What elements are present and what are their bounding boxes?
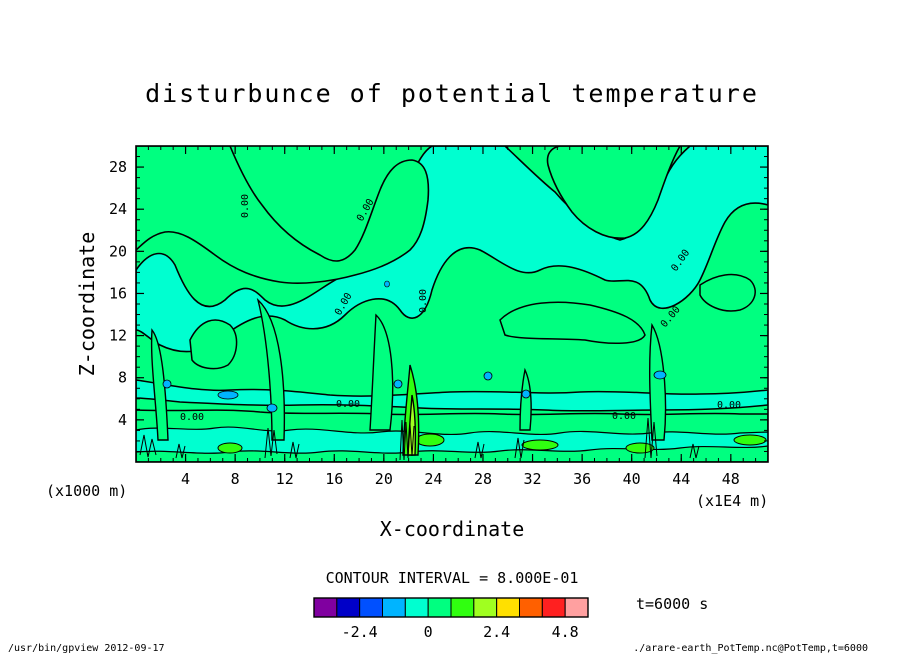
contour-region-top-right bbox=[546, 146, 681, 239]
plot-area: 0.00 0.00 0.00 0.00 0.00 0.00 0.00 0.00 … bbox=[136, 146, 768, 462]
plume bbox=[649, 322, 667, 441]
y-axis-label: Z-coordinate bbox=[75, 232, 99, 377]
footer-right: ./arare-earth_PotTemp.nc@PotTemp,t=6000 bbox=[633, 643, 868, 654]
contour-label: 0.00 bbox=[612, 411, 636, 422]
contour-blob bbox=[415, 433, 445, 447]
x-tick-label: 40 bbox=[623, 470, 641, 488]
x-tick-label: 12 bbox=[276, 470, 294, 488]
y-tick-label: 12 bbox=[109, 327, 127, 345]
y-tick-label: 20 bbox=[109, 242, 127, 260]
chart-title: disturbunce of potential temperature bbox=[145, 79, 759, 108]
colorbar-swatch bbox=[450, 597, 475, 618]
x-tick-label: 20 bbox=[375, 470, 393, 488]
colorbar-swatch bbox=[404, 597, 429, 618]
contour-blob-blue bbox=[162, 379, 172, 389]
contour-label: 0.00 bbox=[240, 194, 251, 218]
colorbar-swatch bbox=[473, 597, 498, 618]
y-axis-ticks: 4 8 12 16 20 24 28 bbox=[109, 156, 768, 452]
contour-blob-blue bbox=[217, 390, 239, 400]
y-tick-label: 28 bbox=[109, 158, 127, 176]
plume bbox=[369, 313, 394, 431]
colorbar-frame bbox=[313, 597, 589, 618]
contour-blob bbox=[733, 434, 767, 446]
plume bbox=[150, 328, 169, 441]
y-tick-label: 16 bbox=[109, 284, 127, 302]
contour-region-mid-green bbox=[189, 319, 238, 370]
contour-region-mid-green-2 bbox=[499, 301, 646, 345]
colorbar-swatch bbox=[336, 597, 361, 618]
colorbar-tick-label: -2.4 bbox=[342, 623, 378, 641]
colorbar-swatch bbox=[359, 597, 383, 618]
contour-region-top-left bbox=[136, 146, 430, 284]
contour-label: 0.00 bbox=[418, 289, 429, 313]
plume bbox=[256, 297, 286, 441]
colorbar-swatch bbox=[496, 597, 520, 618]
x-tick-label: 28 bbox=[474, 470, 492, 488]
contour-interval-label: CONTOUR INTERVAL = 8.000E-01 bbox=[326, 569, 579, 587]
contour-blob bbox=[217, 442, 243, 454]
colorbar-swatch bbox=[427, 597, 452, 618]
colorbar-tick-label: 0 bbox=[424, 623, 433, 641]
colorbar-tick-label: 4.8 bbox=[552, 623, 579, 641]
x-tick-label: 4 bbox=[181, 470, 190, 488]
contour-blob bbox=[521, 439, 559, 451]
x-tick-label: 36 bbox=[573, 470, 591, 488]
footer-left: /usr/bin/gpview 2012-09-17 bbox=[8, 643, 165, 654]
x-tick-label: 24 bbox=[424, 470, 442, 488]
x-unit-left: (x1000 m) bbox=[46, 482, 127, 500]
colorbar-swatch bbox=[541, 597, 566, 618]
colorbar bbox=[313, 597, 589, 618]
contour-label: 0.00 bbox=[336, 399, 360, 410]
time-label: t=6000 s bbox=[636, 595, 708, 613]
colorbar-swatch bbox=[519, 597, 543, 618]
x-axis-label: X-coordinate bbox=[380, 517, 525, 541]
surface-turbulence bbox=[139, 417, 700, 461]
x-unit-right: (x1E4 m) bbox=[696, 492, 768, 510]
contour-label: 0.00 bbox=[717, 400, 741, 411]
x-axis-ticks: 4 8 12 16 20 24 28 32 36 40 44 48 bbox=[147, 146, 757, 488]
contour-blob-blue bbox=[521, 389, 531, 399]
colorbar-ticks: -2.4 0 2.4 4.8 bbox=[342, 623, 579, 641]
contour-blob bbox=[625, 442, 655, 454]
colorbar-tick-label: 2.4 bbox=[483, 623, 510, 641]
colorbar-swatch bbox=[382, 597, 406, 618]
x-tick-label: 48 bbox=[722, 470, 740, 488]
x-tick-label: 32 bbox=[524, 470, 542, 488]
contour-blob-blue bbox=[483, 371, 493, 381]
contour-blob-blue bbox=[266, 403, 278, 413]
contour-region-mid-green-3 bbox=[699, 273, 756, 312]
colorbar-swatch bbox=[564, 597, 589, 618]
y-tick-label: 24 bbox=[109, 200, 127, 218]
y-tick-label: 8 bbox=[118, 369, 127, 387]
contour-blob-blue bbox=[653, 370, 667, 380]
x-tick-label: 8 bbox=[231, 470, 240, 488]
contour-label: 0.00 bbox=[180, 412, 204, 423]
colorbar-swatch bbox=[313, 597, 338, 618]
contour-blob-blue bbox=[393, 379, 403, 389]
contour-blob-blue bbox=[384, 280, 390, 288]
plume bbox=[519, 367, 532, 431]
y-tick-label: 4 bbox=[118, 411, 127, 429]
x-tick-label: 16 bbox=[325, 470, 343, 488]
contour-region-lower-band bbox=[136, 379, 768, 412]
convective-plumes bbox=[150, 297, 667, 456]
x-tick-label: 44 bbox=[672, 470, 690, 488]
